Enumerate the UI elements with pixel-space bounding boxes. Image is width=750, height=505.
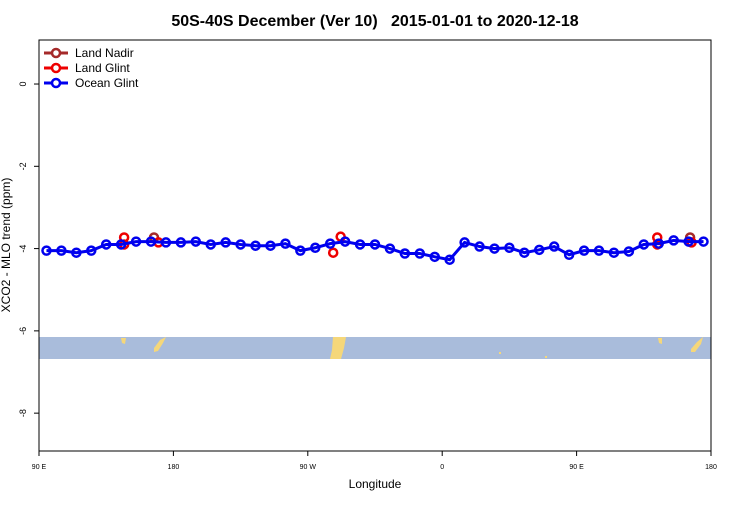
data-point xyxy=(519,247,530,258)
data-point xyxy=(190,236,202,247)
data-point xyxy=(414,248,426,259)
data-point xyxy=(668,235,679,246)
data-point xyxy=(71,247,82,258)
legend-marker xyxy=(50,77,62,89)
legend-label: Land Nadir xyxy=(75,46,134,60)
x-tick-label: 180 xyxy=(168,464,180,471)
data-point xyxy=(86,245,97,256)
data-point xyxy=(339,236,351,247)
x-tick-label: 180 xyxy=(705,464,717,471)
data-point xyxy=(327,247,339,258)
data-point xyxy=(384,243,396,254)
y-tick-label: -4 xyxy=(18,245,28,253)
y-tick-label: -2 xyxy=(18,162,28,170)
x-axis-label: Longitude xyxy=(349,477,402,491)
legend-marker xyxy=(50,62,62,74)
chart-title: 50S-40S December (Ver 10) 2015-01-01 to … xyxy=(171,13,578,30)
data-point xyxy=(130,236,142,247)
data-point xyxy=(578,245,590,256)
data-point xyxy=(623,246,635,257)
legend-marker xyxy=(50,47,62,59)
data-point xyxy=(220,237,231,248)
x-tick-label: 0 xyxy=(440,464,444,471)
data-point xyxy=(235,239,246,250)
y-tick-label: -8 xyxy=(18,409,28,417)
x-tick-label: 90 W xyxy=(300,464,317,471)
legend-label: Land Glint xyxy=(75,61,130,75)
map-band xyxy=(39,337,711,359)
data-point xyxy=(56,245,67,256)
data-point xyxy=(608,247,620,258)
ocean-band xyxy=(39,337,711,359)
data-point xyxy=(160,237,172,248)
data-point xyxy=(534,244,545,256)
data-point xyxy=(638,239,650,250)
data-point xyxy=(593,245,605,256)
data-point xyxy=(250,240,261,251)
data-point xyxy=(698,236,709,247)
data-point xyxy=(175,237,187,248)
data-point xyxy=(429,251,440,263)
data-point xyxy=(369,239,381,250)
y-axis-label: XCO2 - MLO trend (ppm) xyxy=(0,178,13,313)
data-point xyxy=(295,245,306,256)
data-point xyxy=(100,239,112,250)
data-point xyxy=(489,243,500,254)
data-point xyxy=(459,237,470,248)
y-tick-label: 0 xyxy=(18,82,28,87)
data-point xyxy=(548,241,560,252)
data-point xyxy=(205,239,216,250)
data-point xyxy=(280,238,291,249)
data-point xyxy=(265,240,276,251)
data-point xyxy=(310,242,321,254)
data-point xyxy=(41,245,52,256)
data-point xyxy=(563,249,575,261)
data-point xyxy=(444,254,455,265)
data-point xyxy=(683,236,694,247)
data-point xyxy=(324,238,336,249)
data-point xyxy=(504,242,515,254)
y-tick-label: -6 xyxy=(18,327,28,335)
data-point xyxy=(399,248,411,259)
x-tick-label: 90 E xyxy=(569,464,584,471)
data-point xyxy=(145,236,157,247)
legend-label: Ocean Glint xyxy=(75,76,139,90)
plot-frame xyxy=(38,39,712,452)
data-point xyxy=(474,241,485,252)
data-point xyxy=(354,239,366,250)
data-point xyxy=(653,238,664,249)
x-tick-label: 90 E xyxy=(32,464,47,471)
data-point xyxy=(115,239,127,250)
